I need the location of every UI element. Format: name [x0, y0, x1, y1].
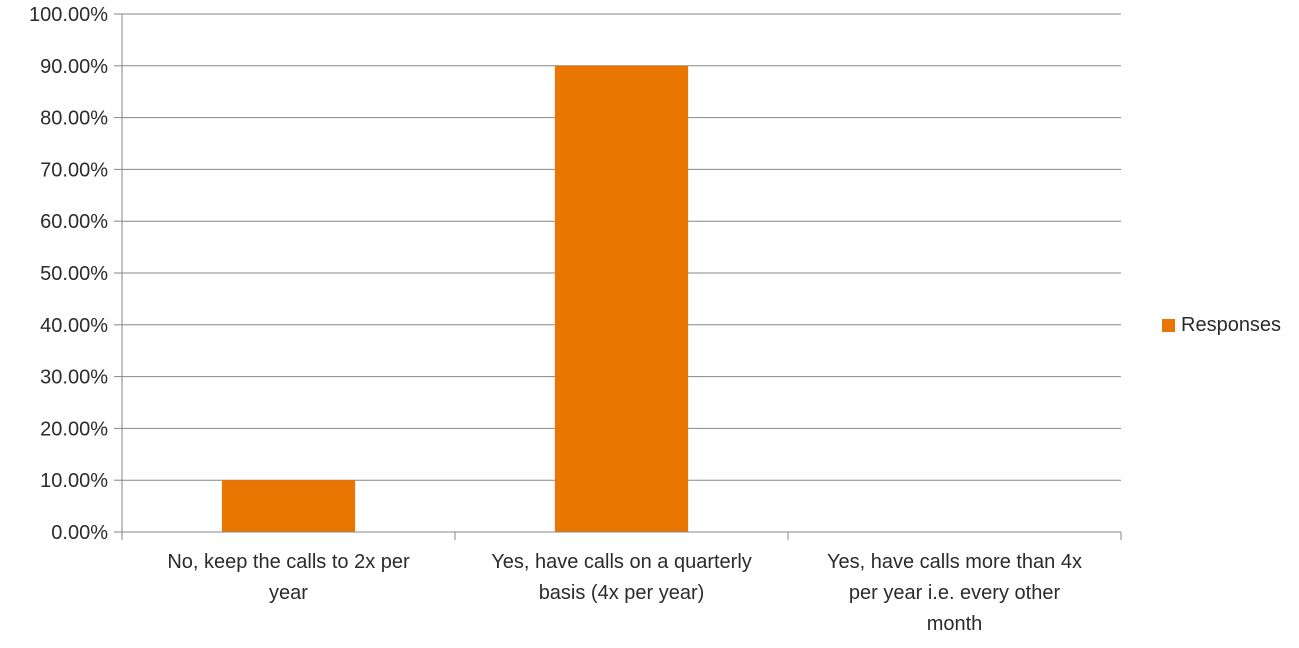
legend-label: Responses — [1181, 314, 1281, 337]
y-tick-label: 90.00% — [40, 56, 108, 78]
bars — [222, 66, 688, 532]
x-tick-label: No, keep the calls to 2x per year — [167, 551, 410, 604]
y-tick-label: 60.00% — [40, 211, 108, 233]
y-tick-label: 10.00% — [40, 470, 108, 492]
bar — [555, 66, 688, 532]
y-tick-label: 40.00% — [40, 315, 108, 337]
y-tick-label: 70.00% — [40, 159, 108, 181]
y-tick-label: 0.00% — [51, 522, 108, 544]
y-tick-label: 30.00% — [40, 367, 108, 389]
y-tick-label: 80.00% — [40, 108, 108, 130]
legend-swatch — [1162, 319, 1175, 332]
x-tick-label: Yes, have calls on a quarterly basis (4x … — [491, 551, 752, 604]
bar — [222, 480, 355, 532]
legend: Responses — [1162, 314, 1281, 337]
y-tick-label: 100.00% — [29, 4, 108, 26]
y-tick-labels: 0.00% 10.00% 20.00% 30.00% 40.00% 50.00% 60.00… — [29, 4, 108, 544]
y-tick-label: 50.00% — [40, 263, 108, 285]
x-tick-labels: No, keep the calls to 2x per year Yes, hav… — [167, 551, 1082, 635]
x-tick-label: Yes, have calls more than 4x per year i.e… — [827, 551, 1082, 635]
y-tick-label: 20.00% — [40, 418, 108, 440]
